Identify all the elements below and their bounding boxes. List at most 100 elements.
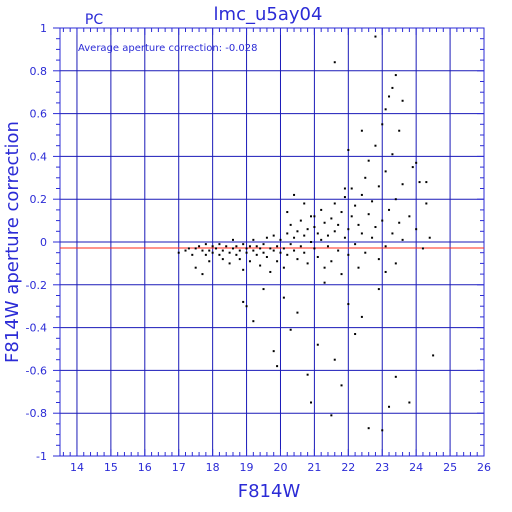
data-point	[330, 414, 333, 417]
y-tick-label: 1	[40, 22, 47, 35]
data-point	[262, 288, 265, 291]
data-point	[252, 249, 255, 252]
data-point	[265, 255, 268, 258]
data-point	[303, 234, 306, 237]
data-point	[204, 243, 207, 246]
data-point	[354, 333, 357, 336]
data-point	[432, 354, 435, 357]
data-point	[323, 221, 326, 224]
data-point	[391, 153, 394, 156]
data-point	[408, 215, 411, 218]
data-point	[316, 255, 319, 258]
x-tick-label: 24	[409, 461, 423, 474]
data-point	[204, 253, 207, 256]
data-point	[343, 236, 346, 239]
data-point	[252, 238, 255, 241]
y-axis-label: F814W aperture correction	[2, 121, 23, 363]
corner-label: PC	[85, 12, 103, 28]
data-point	[360, 315, 363, 318]
data-point	[310, 215, 313, 218]
data-point	[299, 245, 302, 248]
data-point	[367, 427, 370, 430]
data-point	[364, 176, 367, 179]
data-point	[364, 251, 367, 254]
annotation-text: Average aperture correction: -0.028	[78, 43, 258, 54]
data-point	[293, 236, 296, 239]
y-tick-label: -0.8	[26, 407, 47, 420]
data-point	[306, 228, 309, 231]
data-point	[276, 365, 279, 368]
data-point	[411, 166, 414, 169]
data-point	[228, 251, 231, 254]
data-point	[218, 243, 221, 246]
chart-title: lmc_u5ay04	[214, 4, 323, 25]
data-point	[231, 238, 234, 241]
data-point	[201, 249, 204, 252]
data-point	[191, 253, 194, 256]
data-point	[333, 230, 336, 233]
data-point	[211, 245, 214, 248]
data-point	[340, 384, 343, 387]
data-point	[225, 245, 228, 248]
data-point	[211, 251, 214, 254]
data-point	[320, 238, 323, 241]
data-point	[391, 232, 394, 235]
data-point	[245, 251, 248, 254]
data-point	[333, 358, 336, 361]
data-point	[272, 350, 275, 353]
data-point	[343, 196, 346, 199]
data-point	[245, 305, 248, 308]
data-point	[215, 247, 218, 250]
data-point	[235, 253, 238, 256]
x-tick-label: 20	[273, 461, 287, 474]
data-point	[218, 253, 221, 256]
data-point	[388, 95, 391, 98]
data-point	[187, 247, 190, 250]
x-tick-label: 16	[138, 461, 152, 474]
data-point	[272, 249, 275, 252]
data-point	[394, 375, 397, 378]
data-point	[293, 193, 296, 196]
data-point	[425, 202, 428, 205]
data-point	[428, 236, 431, 239]
data-point	[316, 343, 319, 346]
data-point	[381, 429, 384, 432]
data-point	[269, 247, 272, 250]
data-point	[337, 223, 340, 226]
data-point	[276, 245, 279, 248]
data-point	[340, 211, 343, 214]
data-point	[425, 181, 428, 184]
data-point	[394, 262, 397, 265]
data-point	[384, 270, 387, 273]
data-point	[255, 245, 258, 248]
data-point	[293, 249, 296, 252]
data-point	[259, 264, 262, 267]
data-point	[384, 108, 387, 111]
data-point	[320, 208, 323, 211]
data-point	[330, 260, 333, 263]
x-tick-label: 25	[443, 461, 457, 474]
data-point	[360, 129, 363, 132]
data-point	[313, 215, 316, 218]
x-tick-label: 17	[172, 461, 186, 474]
data-point	[354, 243, 357, 246]
data-point	[272, 234, 275, 237]
data-point	[259, 247, 262, 250]
data-point	[398, 129, 401, 132]
data-point	[381, 219, 384, 222]
x-tick-label: 22	[341, 461, 355, 474]
data-point	[279, 251, 282, 254]
data-point	[374, 226, 377, 229]
data-point	[354, 204, 357, 207]
data-point	[201, 273, 204, 276]
data-point	[313, 247, 316, 250]
data-point	[177, 251, 180, 254]
x-axis-label: F814W	[238, 481, 301, 502]
data-point	[238, 258, 241, 261]
data-point	[198, 245, 201, 248]
data-point	[228, 262, 231, 265]
data-point	[374, 35, 377, 38]
axis-ticks	[53, 27, 485, 457]
data-point	[381, 123, 384, 126]
